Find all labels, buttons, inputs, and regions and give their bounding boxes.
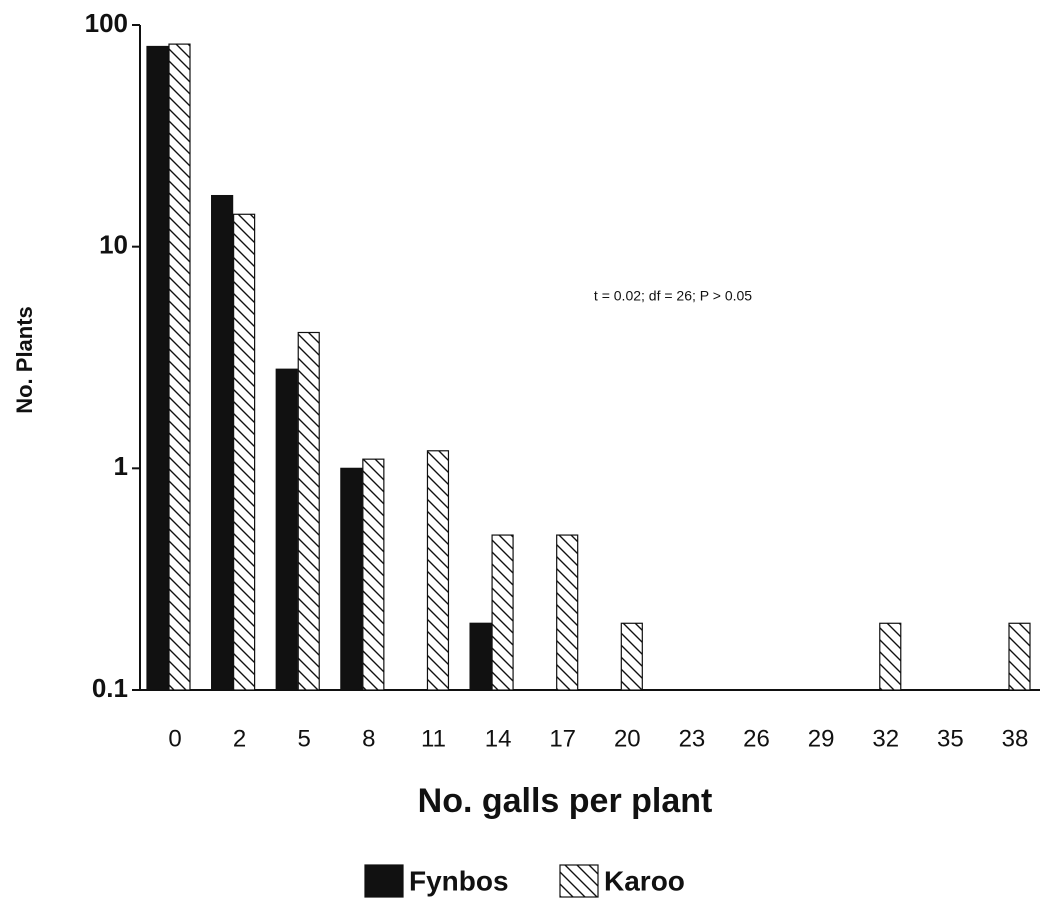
legend-swatch [559,864,599,898]
y-tick-label: 0.1 [92,673,128,703]
annotation: t = 0.02; df = 26; P > 0.05 [594,288,752,304]
legend-swatch [364,864,404,898]
x-tick-label: 32 [872,725,899,752]
bar [556,534,579,691]
bar [146,45,169,691]
x-tick-label: 14 [485,725,512,752]
bar [297,331,320,691]
x-tick-label: 5 [298,725,311,752]
bar [362,458,385,691]
bar [233,213,256,691]
bar [168,43,191,691]
x-tick-label: 0 [168,725,181,752]
bar [1008,622,1031,691]
y-tick-label: 100 [85,8,128,38]
y-tick-label: 10 [99,230,128,260]
x-tick-label: 23 [679,725,706,752]
x-tick-label: 26 [743,725,770,752]
x-tick-label: 20 [614,725,641,752]
x-tick-label: 11 [421,725,446,752]
bar [340,467,363,691]
y-tick-label: 1 [114,451,128,481]
legend-label: Karoo [604,865,685,896]
bar [426,450,450,691]
x-tick-label: 35 [937,725,964,752]
x-tick-label: 29 [808,725,835,752]
x-tick-label: 38 [1002,725,1029,752]
y-axis-label: No. Plants [12,306,37,414]
bar [620,622,643,691]
bar [879,622,902,691]
x-tick-label: 8 [362,725,375,752]
bar [491,534,514,691]
x-tick-label: 2 [233,725,246,752]
x-tick-label: 17 [549,725,576,752]
x-axis-label: No. galls per plant [418,782,713,820]
bar [469,622,492,691]
legend-label: Fynbos [409,865,509,896]
bar [275,368,298,691]
bar [211,194,234,691]
